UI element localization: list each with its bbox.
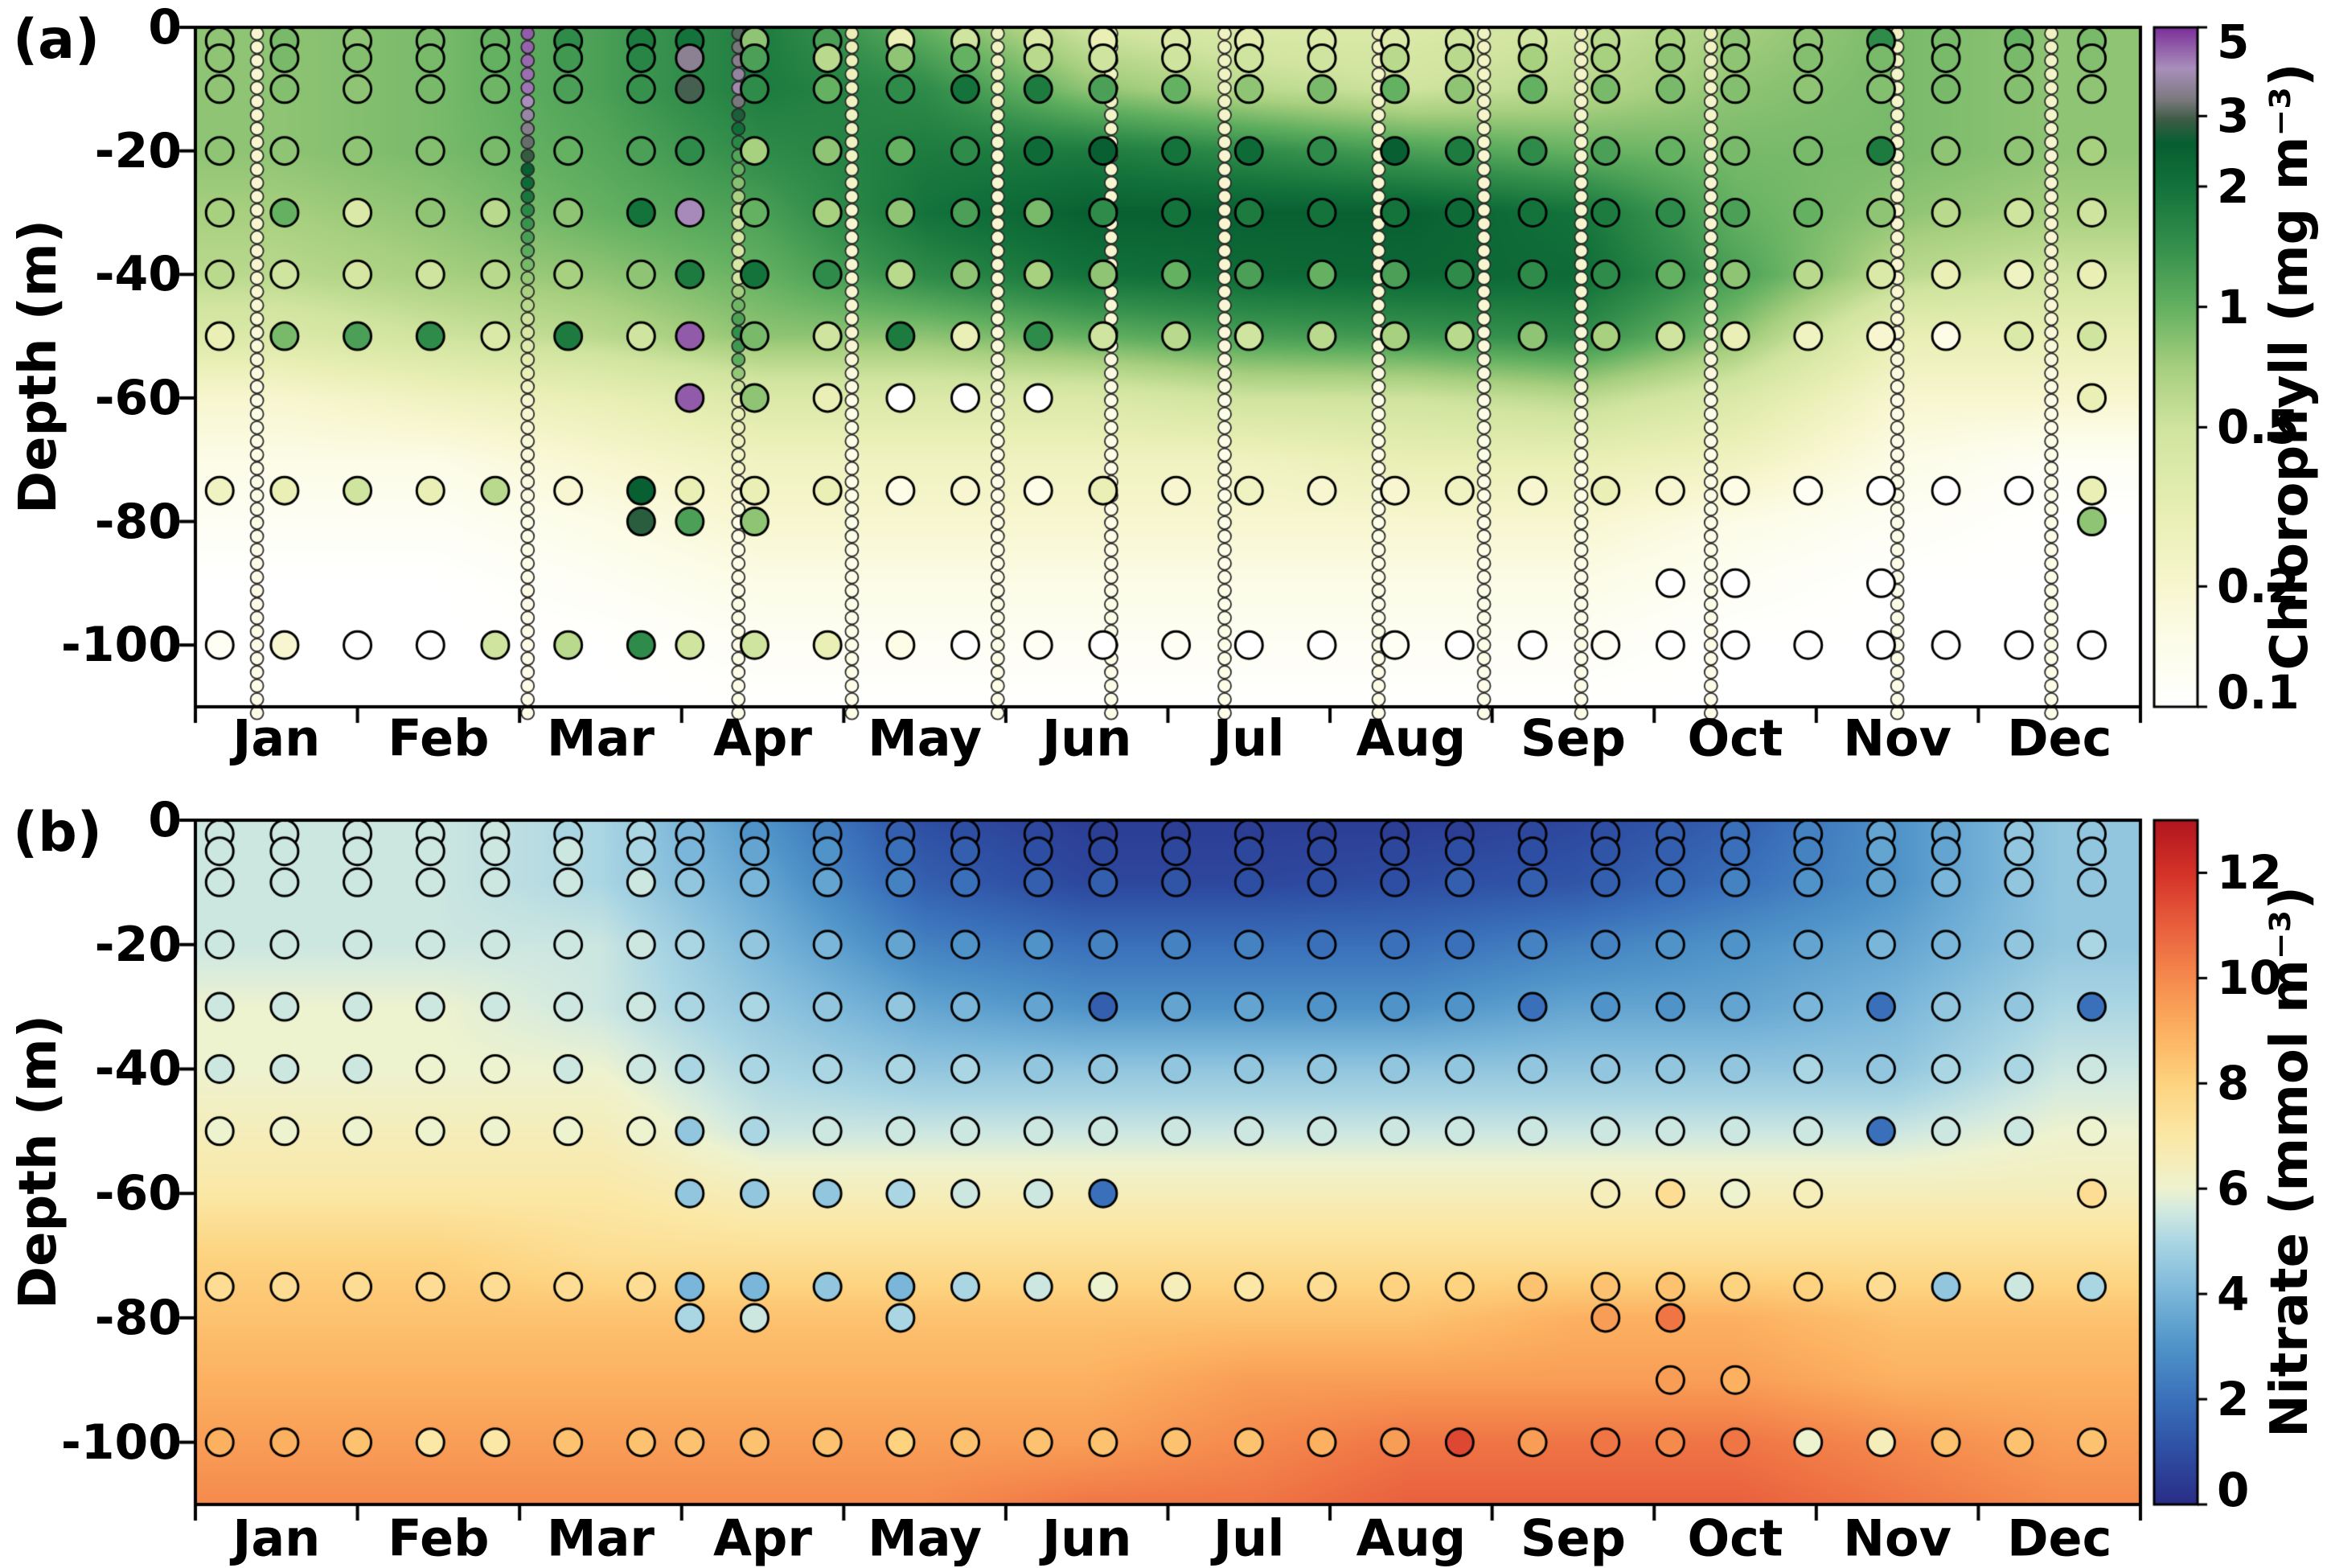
x-tick-label-month: Mar	[546, 708, 655, 768]
colorbar-tick-label: 0	[2217, 1463, 2250, 1517]
colorbar-tick-label: 8	[2217, 1056, 2250, 1111]
colorbar-tick-label: 1	[2217, 279, 2250, 335]
y-tick-label-depth: -20	[94, 916, 182, 973]
colorbar-tick-label: 3	[2217, 88, 2250, 144]
panel-a-ylabel: Depth (m)	[9, 220, 68, 514]
colorbar-tick-label: 0.2	[2217, 559, 2300, 614]
colorbar-tick-label: 0.5	[2217, 400, 2300, 455]
x-tick-label-month: Sep	[1520, 1508, 1626, 1568]
x-tick-label-month: Jul	[1213, 1508, 1285, 1568]
panel-b-ylabel: Depth (m)	[9, 1015, 68, 1309]
y-tick-label-depth: -80	[94, 1289, 182, 1346]
x-tick-label-month: May	[868, 1508, 983, 1568]
y-tick-label-depth: -60	[94, 1165, 182, 1222]
x-tick-label-month: Jan	[232, 708, 321, 768]
colorbar-tick-label: 4	[2217, 1266, 2250, 1322]
x-tick-label-month: Sep	[1520, 708, 1626, 768]
x-tick-label-month: Jun	[1042, 708, 1132, 768]
panel-b-letter: (b)	[13, 801, 102, 864]
x-tick-label-month: Jul	[1213, 708, 1285, 768]
x-tick-label-month: Dec	[2007, 708, 2112, 768]
x-tick-label-month: Oct	[1687, 1508, 1783, 1568]
y-tick-label-depth: -20	[94, 122, 182, 179]
x-tick-label-month: Feb	[388, 1508, 490, 1568]
colorbar-tick-label: 5	[2217, 14, 2250, 69]
x-tick-label-month: Dec	[2007, 1508, 2112, 1568]
y-tick-label-depth: 0	[148, 0, 182, 55]
colorbar-tick-label: 0.1	[2217, 665, 2300, 720]
colorbar-tick-label: 10	[2217, 950, 2282, 1006]
x-tick-label-month: Jun	[1042, 1508, 1132, 1568]
x-tick-label-month: Jan	[232, 1508, 321, 1568]
panel-a-letter: (a)	[13, 8, 101, 72]
x-tick-label-month: Oct	[1687, 708, 1783, 768]
x-tick-label-month: Nov	[1843, 1508, 1952, 1568]
x-tick-label-month: Aug	[1356, 1508, 1467, 1568]
x-tick-label-month: Feb	[388, 708, 490, 768]
y-tick-label-depth: 0	[148, 792, 182, 848]
x-tick-label-month: Apr	[713, 1508, 813, 1568]
x-tick-label-month: May	[868, 708, 983, 768]
x-tick-label-month: Apr	[713, 708, 813, 768]
x-tick-label-month: Aug	[1356, 708, 1467, 768]
x-tick-label-month: Nov	[1843, 708, 1952, 768]
x-tick-label-month: Mar	[546, 1508, 655, 1568]
colorbar-tick-label: 2	[2217, 158, 2250, 214]
colorbar-tick-label: 2	[2217, 1372, 2250, 1427]
colorbar-tick-label: 6	[2217, 1161, 2250, 1217]
y-tick-label-depth: -100	[60, 617, 182, 674]
colorbar-tick-label: 12	[2217, 845, 2282, 901]
y-tick-label-depth: -40	[94, 1041, 182, 1098]
y-tick-label-depth: -80	[94, 493, 182, 550]
y-tick-label-depth: -40	[94, 246, 182, 303]
y-tick-label-depth: -100	[60, 1414, 182, 1471]
y-tick-label-depth: -60	[94, 369, 182, 426]
